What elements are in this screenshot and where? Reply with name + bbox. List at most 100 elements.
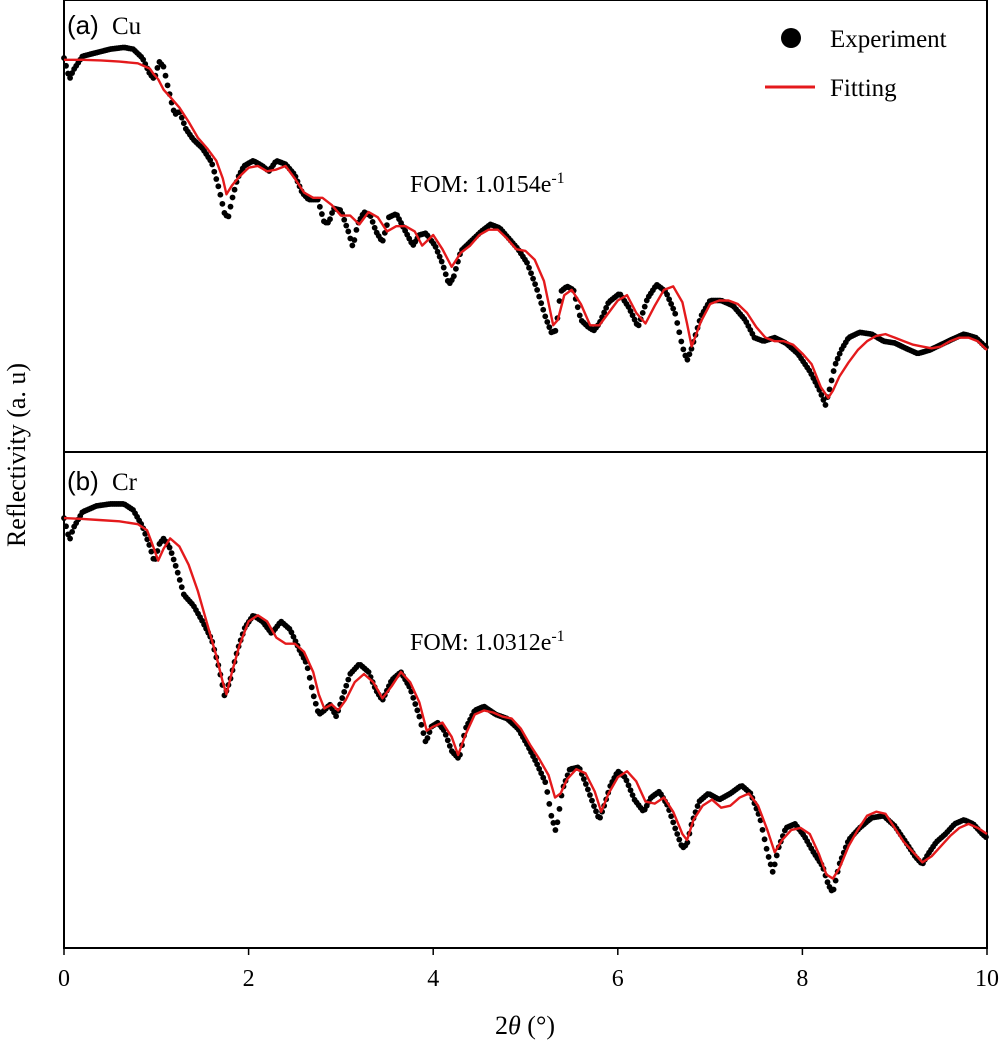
experiment-point [538, 770, 545, 777]
panel-a: (a) Cu FOM: 1.0154e-1 Experiment Fitting [61, 0, 989, 453]
experiment-point [686, 351, 693, 358]
experiment-point [832, 877, 839, 884]
experiment-point [540, 774, 547, 781]
experiment-point [684, 839, 691, 846]
experiment-point [666, 296, 673, 303]
experiment-point [556, 805, 563, 812]
experiment-point [351, 237, 358, 243]
experiment-point [676, 329, 683, 336]
experiment-point [593, 808, 599, 815]
experiment-point [225, 213, 232, 220]
experiment-point [180, 120, 187, 127]
experiment-point [540, 306, 547, 313]
experiment-point [442, 271, 449, 278]
experiment-point [694, 803, 701, 809]
panel-a-label: (a) [67, 10, 99, 40]
experiment-point [627, 787, 634, 794]
experiment-point [587, 792, 593, 798]
experiment-point [327, 216, 333, 223]
experiment-point [526, 264, 532, 271]
panel-a-fom-annotation: FOM: 1.0154e-1 [410, 170, 565, 198]
experiment-point [63, 523, 69, 530]
experiment-point [174, 569, 181, 576]
experiment-point [670, 305, 677, 312]
x-tick-label: 6 [612, 966, 624, 992]
experiment-point [329, 210, 335, 216]
experiment-point [664, 291, 670, 298]
experiment-point [432, 244, 439, 250]
panel-b-fom-annotation: FOM: 1.0312e-1 [410, 628, 565, 656]
experiment-point [574, 304, 581, 311]
experiment-point [580, 776, 587, 782]
panel-a-fitting-line [64, 58, 988, 400]
experiment-point [178, 584, 185, 591]
experiment-point [544, 319, 551, 325]
experiment-point [379, 237, 386, 244]
experiment-point [639, 309, 646, 316]
experiment-point [231, 186, 238, 193]
experiment-point [446, 743, 453, 749]
experiment-point [678, 338, 685, 345]
experiment-point [434, 248, 441, 255]
experiment-point [312, 700, 319, 707]
x-tick-label: 8 [796, 966, 808, 992]
x-axis: 0 2 4 6 8 10 [58, 948, 999, 992]
panel-b-series-experiment [61, 501, 989, 894]
x-tick-label: 10 [975, 966, 999, 992]
experiment-point [219, 200, 226, 207]
experiment-point [383, 222, 390, 228]
experiment-point [69, 528, 76, 535]
experiment-point [576, 312, 583, 319]
legend: Experiment Fitting [765, 26, 947, 102]
experiment-point [339, 695, 346, 701]
experiment-point [534, 761, 541, 768]
experiment-point [67, 535, 73, 542]
legend-fitting-label: Fitting [830, 75, 897, 102]
experiment-point [416, 713, 423, 720]
experiment-point [670, 819, 677, 826]
experiment-point [765, 854, 772, 860]
experiment-point [438, 258, 445, 265]
experiment-point [345, 228, 352, 235]
experiment-point [444, 737, 451, 744]
x-axis-title: 2θ (°) [495, 1011, 555, 1040]
experiment-point [629, 792, 636, 799]
experiment-point [773, 852, 780, 859]
experiment-point [524, 259, 530, 266]
experiment-point [436, 253, 443, 260]
experiment-point [288, 629, 295, 636]
experiment-point [761, 836, 768, 843]
experiment-point [538, 300, 545, 307]
experiment-point [584, 786, 591, 793]
experiment-point [601, 309, 608, 316]
experiment-point [603, 304, 610, 311]
experiment-point [832, 360, 839, 367]
experiment-point [343, 222, 350, 229]
experiment-point [172, 562, 179, 569]
experiment-point [548, 812, 555, 819]
experiment-point [442, 731, 449, 738]
experiment-point [217, 191, 224, 198]
experiment-point [308, 684, 315, 691]
experiment-point [672, 310, 679, 317]
experiment-point [371, 224, 378, 231]
experiment-point [67, 75, 73, 81]
experiment-point [353, 227, 360, 233]
panel-b-fitting-line [63, 516, 988, 880]
experiment-point [534, 287, 541, 293]
panel-b: (b) Cr FOM: 1.0312e-1 [61, 451, 989, 949]
experiment-point [530, 275, 536, 282]
panel-a-frame [63, 0, 988, 453]
experiment-point [424, 735, 431, 741]
experiment-point [554, 819, 561, 826]
experiment-point [211, 168, 218, 175]
experiment-point [769, 868, 776, 875]
experiment-point [168, 550, 175, 556]
experiment-point [227, 203, 234, 210]
experiment-point [822, 402, 829, 408]
experiment-point [410, 694, 417, 701]
experiment-point [680, 346, 687, 353]
experiment-point [148, 548, 155, 555]
experiment-point [625, 782, 632, 789]
experiment-point [759, 826, 766, 833]
